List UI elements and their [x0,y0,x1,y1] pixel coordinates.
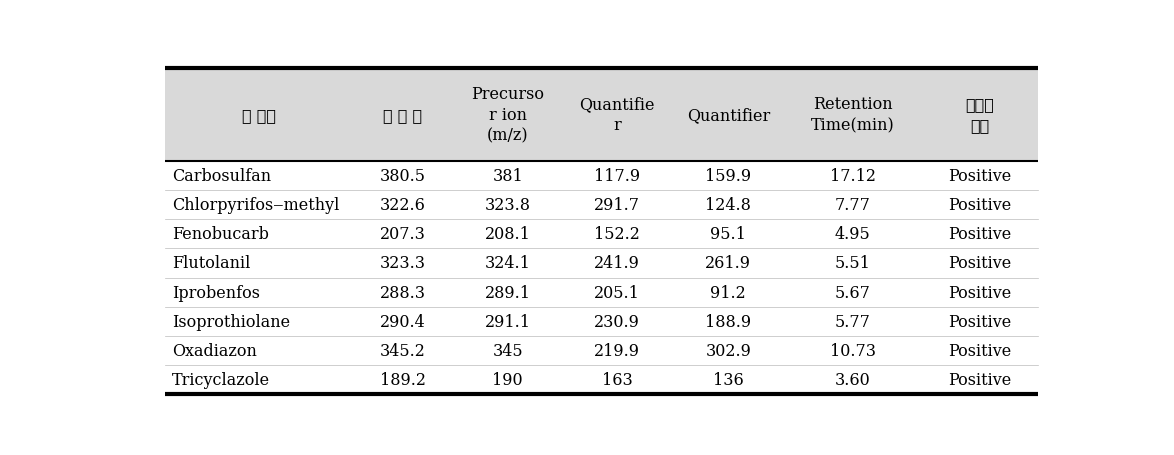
Text: Positive: Positive [947,371,1011,389]
Text: Tricyclazole: Tricyclazole [173,371,270,389]
Text: Quantifie
r: Quantifie r [579,96,655,134]
Text: Precurso
r ion
(m/z): Precurso r ion (m/z) [471,86,545,144]
Text: 345.2: 345.2 [380,342,426,359]
Text: 91.2: 91.2 [710,284,747,301]
Text: 288.3: 288.3 [380,284,426,301]
Text: 323.3: 323.3 [380,255,426,272]
Text: 241.9: 241.9 [594,255,640,272]
Text: 5.77: 5.77 [835,313,871,330]
Text: 17.12: 17.12 [830,167,876,185]
Text: 189.2: 189.2 [380,371,426,389]
Text: 219.9: 219.9 [594,342,640,359]
Text: 322.6: 322.6 [380,197,426,214]
Text: 261.9: 261.9 [706,255,751,272]
Text: 136: 136 [713,371,743,389]
Text: 230.9: 230.9 [594,313,640,330]
Text: Carbosulfan: Carbosulfan [173,167,271,185]
Text: 208.1: 208.1 [485,226,531,243]
Text: Fenobucarb: Fenobucarb [173,226,269,243]
Text: 분 자 량: 분 자 량 [384,106,423,123]
Text: Oxadiazon: Oxadiazon [173,342,257,359]
Text: 345: 345 [492,342,524,359]
Text: Positive: Positive [947,255,1011,272]
Text: 3.60: 3.60 [835,371,871,389]
Text: 4.95: 4.95 [835,226,871,243]
Text: Positive: Positive [947,284,1011,301]
Text: 95.1: 95.1 [710,226,747,243]
Text: Isoprothiolane: Isoprothiolane [173,313,290,330]
Text: Positive: Positive [947,342,1011,359]
Text: 289.1: 289.1 [485,284,531,301]
Text: 124.8: 124.8 [706,197,751,214]
Text: Positive: Positive [947,167,1011,185]
Text: 290.4: 290.4 [380,313,426,330]
Text: 159.9: 159.9 [706,167,751,185]
Text: Positive: Positive [947,197,1011,214]
Text: 7.77: 7.77 [835,197,871,214]
Text: 190: 190 [492,371,524,389]
Text: 291.7: 291.7 [594,197,640,214]
Text: 152.2: 152.2 [594,226,640,243]
Text: 205.1: 205.1 [594,284,640,301]
Text: 324.1: 324.1 [485,255,531,272]
Text: Positive: Positive [947,226,1011,243]
Text: 117.9: 117.9 [594,167,640,185]
Text: 163: 163 [601,371,633,389]
Text: 5.51: 5.51 [835,255,871,272]
Text: 380.5: 380.5 [380,167,426,185]
Text: 농 약명: 농 약명 [242,106,276,123]
Text: Flutolanil: Flutolanil [173,255,250,272]
Text: Chlorpyrifos‒methyl: Chlorpyrifos‒methyl [173,197,339,214]
Text: 이온화
모드: 이온화 모드 [965,96,994,134]
Text: 188.9: 188.9 [706,313,751,330]
Text: 207.3: 207.3 [380,226,426,243]
Text: Quantifier: Quantifier [687,106,770,123]
Text: Iprobenfos: Iprobenfos [173,284,261,301]
Text: 10.73: 10.73 [830,342,876,359]
Text: Retention
Time(min): Retention Time(min) [811,96,895,134]
Text: 5.67: 5.67 [835,284,871,301]
Text: Positive: Positive [947,313,1011,330]
Text: 302.9: 302.9 [706,342,751,359]
Text: 323.8: 323.8 [485,197,531,214]
Text: 291.1: 291.1 [485,313,531,330]
Text: 381: 381 [492,167,524,185]
